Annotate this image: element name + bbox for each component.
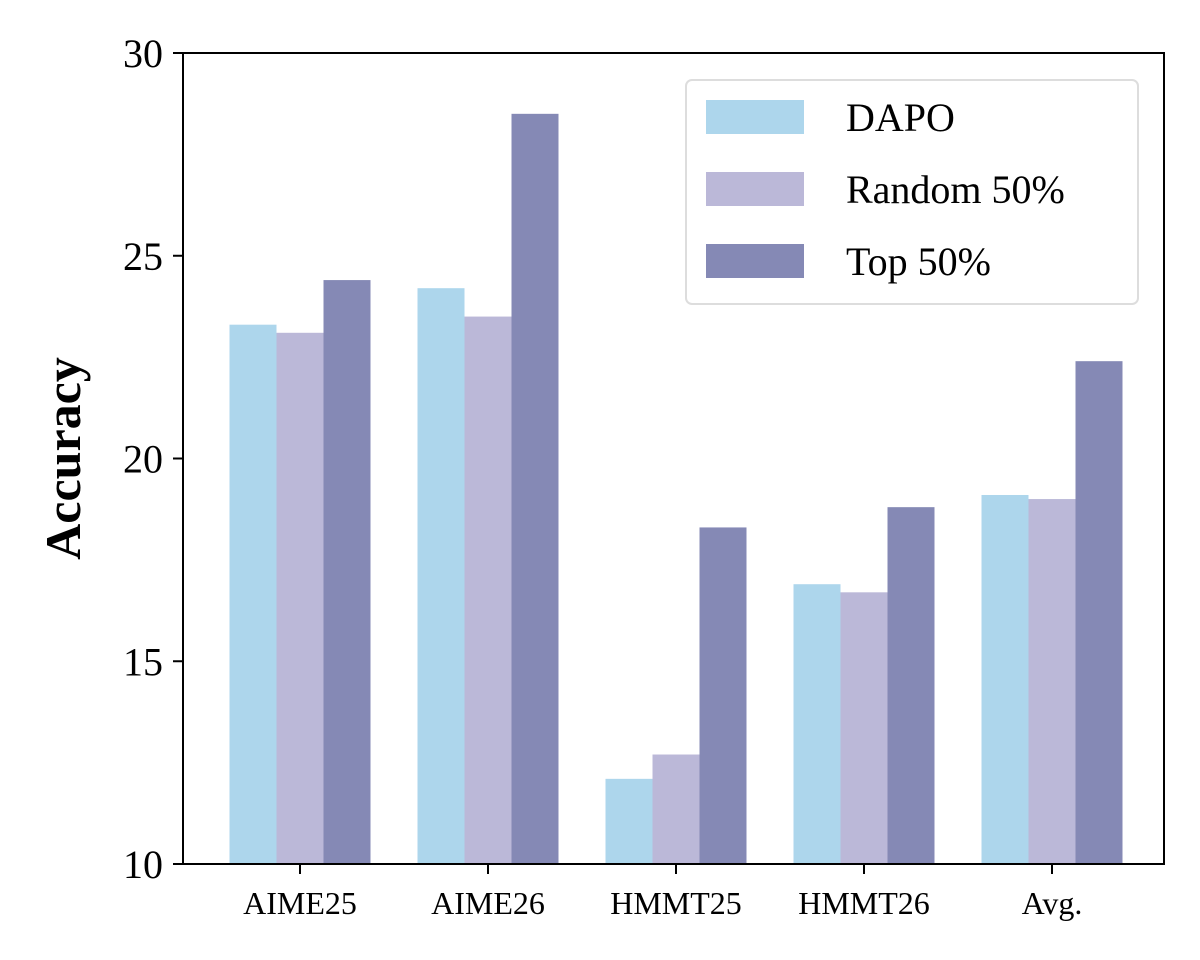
bar-dapo-hmmt25: [605, 778, 653, 864]
legend-swatch: [706, 244, 804, 278]
y-tick-label: 30: [123, 31, 163, 76]
x-tick-label: Avg.: [1022, 885, 1083, 921]
x-axis: AIME25 AIME26 HMMT25 HMMT26 Avg.: [243, 864, 1082, 921]
bar-top-50--hmmt25: [699, 527, 747, 864]
bar-random-50--hmmt25: [652, 754, 700, 864]
y-tick-label: 15: [123, 639, 163, 684]
y-tick-label: 25: [123, 234, 163, 279]
bars-group: [229, 113, 1123, 865]
bar-dapo-avg-: [981, 494, 1029, 864]
x-tick-label: HMMT25: [610, 885, 742, 921]
bar-random-50--avg-: [1028, 499, 1076, 864]
legend-label: Top 50%: [846, 239, 991, 284]
bar-dapo-hmmt26: [793, 584, 841, 864]
x-tick-label: HMMT26: [798, 885, 930, 921]
legend: DAPO Random 50% Top 50%: [685, 79, 1139, 305]
bar-top-50--aime26: [511, 113, 559, 864]
bar-dapo-aime26: [417, 288, 465, 864]
legend-label: Random 50%: [846, 167, 1065, 212]
bar-random-50--aime25: [276, 332, 324, 864]
y-axis: 10 15 20 25 30: [123, 31, 183, 887]
bar-random-50--hmmt26: [840, 592, 888, 864]
legend-label: DAPO: [846, 95, 955, 140]
x-tick-label: AIME26: [431, 885, 545, 921]
bar-random-50--aime26: [464, 316, 512, 864]
y-tick-label: 20: [123, 437, 163, 482]
legend-swatch: [706, 100, 804, 134]
bar-top-50--avg-: [1075, 361, 1123, 864]
x-tick-label: AIME25: [243, 885, 357, 921]
y-tick-label: 10: [123, 842, 163, 887]
bar-top-50--hmmt26: [887, 507, 935, 864]
legend-swatch: [706, 172, 804, 206]
bar-dapo-aime25: [229, 324, 277, 864]
y-axis-label: Accuracy: [35, 357, 91, 560]
bar-top-50--aime25: [323, 280, 371, 865]
